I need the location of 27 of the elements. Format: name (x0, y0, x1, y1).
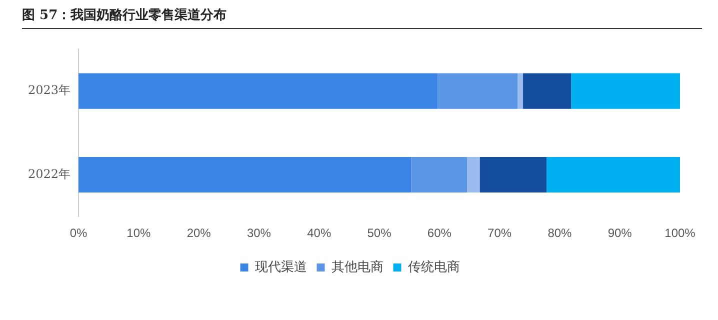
legend-label: 传统电商 (408, 259, 460, 274)
bar (78, 73, 438, 109)
chart-title: 图 57：我国奶酪行业零售渠道分布 (22, 6, 227, 24)
x-tick-label: 70% (488, 226, 512, 240)
bar (467, 156, 480, 193)
x-tick-label: 0% (70, 226, 88, 240)
x-tick-label: 30% (246, 226, 272, 240)
x-tick-label: 80% (548, 226, 572, 240)
legend-label: 现代渠道 (254, 259, 307, 274)
bar (438, 73, 518, 109)
bar (546, 156, 680, 193)
x-tick-label: 100% (664, 226, 696, 240)
x-tick-label: 10% (126, 226, 152, 240)
x-tick-label: 50% (367, 226, 392, 240)
bar (523, 73, 572, 109)
x-tick-label: 60% (427, 226, 452, 240)
x-tick-label: 40% (307, 226, 332, 240)
bar (480, 156, 546, 193)
y-tick-label: 2022年 (28, 166, 71, 181)
bar (78, 156, 412, 193)
legend-label: 其他电商 (331, 259, 384, 274)
x-tick-label: 90% (608, 226, 632, 240)
y-tick-label: 2023年 (28, 83, 71, 98)
x-tick-label: 20% (186, 226, 212, 240)
bar (411, 156, 468, 193)
bar (571, 73, 680, 109)
bar (518, 73, 524, 109)
